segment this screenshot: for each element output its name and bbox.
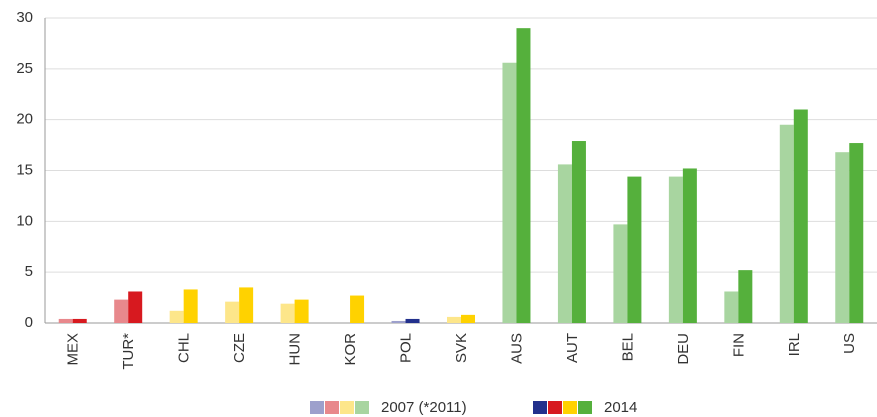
x-tick-label: HUN [287, 333, 304, 366]
bar [447, 316, 461, 323]
legend-swatch [548, 401, 562, 414]
bar [350, 295, 365, 323]
bar [627, 176, 642, 323]
x-tick-label: CZE [231, 333, 248, 363]
legend-swatch [325, 401, 339, 414]
bar [239, 287, 254, 323]
bar [849, 143, 864, 323]
x-tick-label: US [841, 333, 858, 354]
x-tick-label: AUS [508, 333, 525, 364]
bar [225, 301, 240, 323]
bar [793, 109, 808, 323]
bar [391, 320, 406, 323]
bar [516, 28, 531, 324]
bar [779, 124, 794, 323]
bar [613, 224, 628, 323]
y-tick-label: 5 [25, 263, 33, 280]
bar [72, 318, 87, 323]
x-tick-label: CHL [176, 333, 193, 363]
y-tick-label: 15 [16, 161, 33, 178]
bar [738, 270, 753, 323]
bar [461, 314, 475, 323]
legend-label: 2014 [604, 399, 637, 416]
bar [682, 168, 697, 323]
bar [835, 152, 850, 323]
x-tick-label: IRL [786, 333, 803, 356]
bar [128, 291, 143, 323]
x-tick-label: KOR [342, 333, 359, 366]
y-tick-label: 30 [16, 9, 33, 26]
x-tick-label: POL [398, 333, 415, 363]
x-tick-label: BEL [619, 333, 636, 361]
y-tick-label: 20 [16, 111, 33, 128]
x-tick-label: DEU [675, 333, 692, 365]
legend-swatch [355, 401, 369, 414]
bar [183, 289, 198, 323]
x-tick-label: SVK [453, 333, 470, 363]
x-tick-label: MEX [65, 333, 82, 366]
x-tick-label: TUR* [120, 333, 137, 370]
bar [724, 291, 739, 323]
bar [294, 299, 309, 323]
legend-swatch [563, 401, 577, 414]
x-tick-label: AUT [564, 333, 581, 363]
y-tick-label: 25 [16, 60, 33, 77]
bar [668, 176, 683, 323]
y-tick-label: 0 [25, 314, 33, 331]
legend-label: 2007 (*2011) [381, 399, 467, 416]
legend-swatch [533, 401, 547, 414]
bar [557, 164, 572, 323]
bar [58, 318, 73, 323]
legend-swatch [310, 401, 324, 414]
x-tick-label: FIN [730, 333, 747, 357]
bar [571, 141, 586, 323]
y-tick-label: 10 [16, 212, 33, 229]
bar [114, 299, 129, 323]
bar [502, 62, 517, 323]
legend-swatch [340, 401, 354, 414]
bar [405, 318, 420, 323]
legend-swatch [578, 401, 592, 414]
bar [169, 310, 184, 323]
bar [280, 303, 295, 323]
